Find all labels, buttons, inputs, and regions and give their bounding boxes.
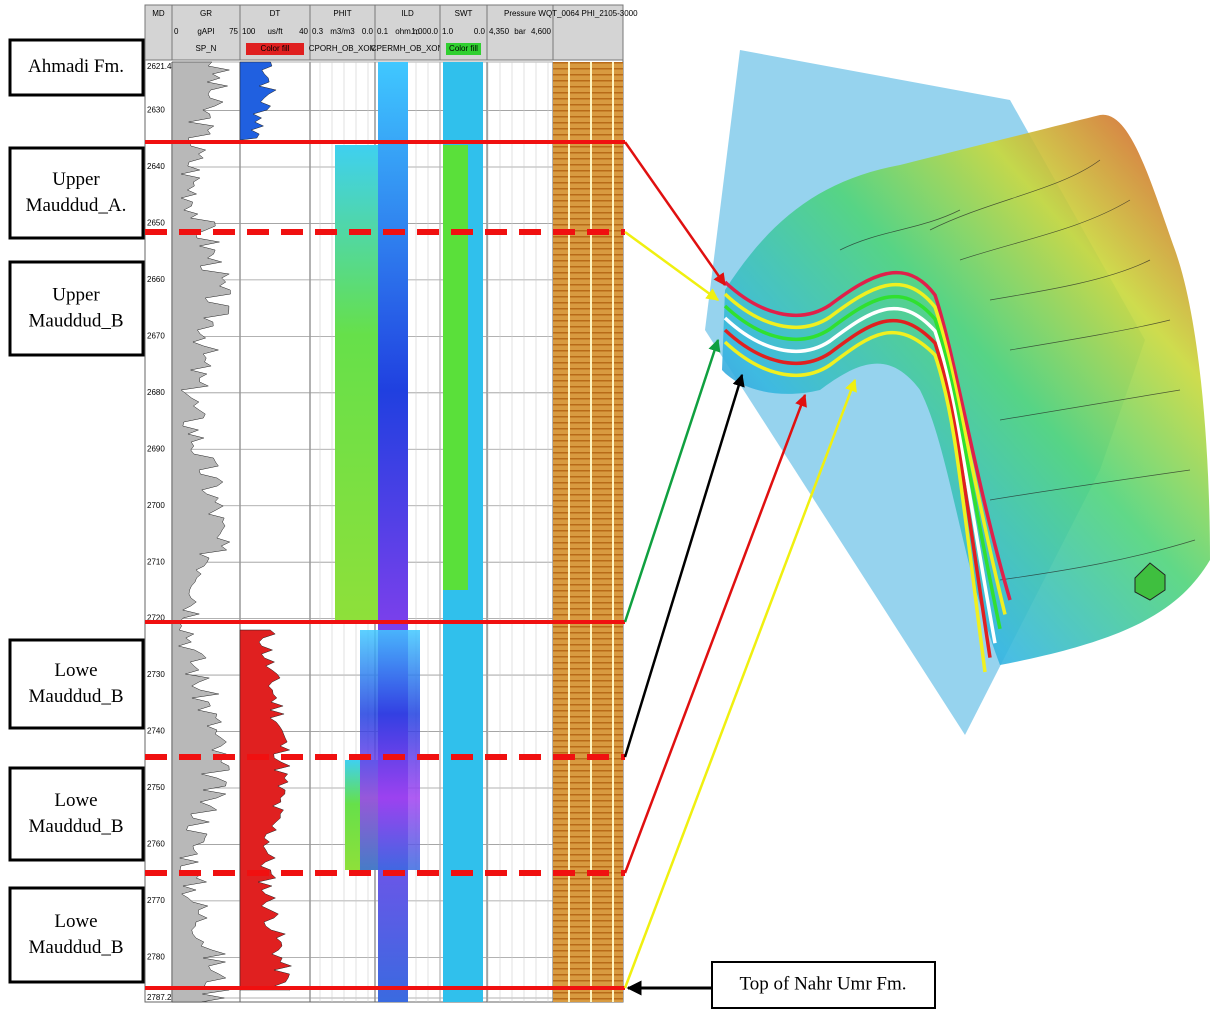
surface (722, 114, 1210, 666)
formation-label: Upper Mauddud_A. (26, 169, 127, 216)
callout-box (711, 961, 936, 1009)
curve-name: SP_N (196, 44, 217, 53)
labels: Ahmadi Fm. Upper Mauddud_A. Upper Mauddud_B L… (8, 38, 936, 1009)
formation-box (8, 260, 145, 357)
swt-green (443, 145, 468, 590)
track-scale: 1,000.0 (411, 27, 438, 36)
track-header (486, 4, 554, 61)
depth-label: 2730 (147, 670, 165, 679)
horizon-3d (723, 282, 1007, 615)
connector-arrow (623, 338, 721, 623)
depth-label: 2770 (147, 896, 165, 905)
log-fill (239, 61, 277, 141)
track-scale: m3/m3 (330, 27, 355, 36)
phit-fill (335, 145, 380, 620)
horizon-3d (723, 330, 987, 673)
log-fill (171, 61, 231, 1003)
depth-label: 2787.2 (147, 993, 172, 1002)
track-scale: 75 (229, 27, 238, 36)
depth-label: 2670 (147, 331, 165, 340)
horizons (723, 270, 1012, 673)
formation-box (8, 146, 145, 240)
depth-label: 2760 (147, 840, 165, 849)
track-scale: 40 (299, 27, 308, 36)
track-scale: 0.1 (377, 27, 389, 36)
surface-3d (705, 50, 1210, 735)
track-header (171, 4, 241, 61)
track-scale: 100 (242, 27, 256, 36)
formation-box (8, 38, 145, 97)
connector-arrow (623, 378, 857, 989)
track-scale: 4,600 (531, 27, 552, 36)
track-header (144, 4, 173, 61)
curve-name: Color fill (449, 44, 478, 53)
depth-label: 2630 (147, 106, 165, 115)
track-name: Pressure (504, 9, 537, 18)
track-scale: us/ft (267, 27, 283, 36)
fill-swatch (446, 43, 481, 55)
depth-label: 2740 (147, 727, 165, 736)
track-name: PHIT (333, 9, 351, 18)
formation-label: Lowe Mauddud_B (29, 911, 124, 958)
ild-fill (360, 630, 420, 870)
curve-name: Color fill (261, 44, 290, 53)
track-scale: ohm.m (395, 27, 420, 36)
curve-name: CPORH_OB_XOM (309, 44, 377, 53)
track-scale: gAPI (197, 27, 214, 36)
connectors (623, 141, 857, 996)
track-scale: 0.0 (474, 27, 486, 36)
well-log: MD GR 0 gAPI 75 SP_N DT 100 us/ft 40 Color fill PHI… (144, 4, 638, 1003)
connector-arrow (623, 373, 745, 758)
formation-label: Lowe Mauddud_B (29, 660, 124, 707)
formation-label: Ahmadi Fm. (28, 56, 124, 77)
track-name: SWT (455, 9, 473, 18)
horizon-3d (723, 270, 1012, 601)
fill-swatch (246, 43, 304, 55)
depth-label: 2710 (147, 557, 165, 566)
depth-label: 2650 (147, 219, 165, 228)
image-log (553, 62, 623, 1002)
track-header (309, 4, 376, 61)
track-name: GR (200, 9, 212, 18)
horizon-3d (723, 294, 1002, 630)
track-scale: 0 (174, 27, 179, 36)
track-scale: 1.0 (442, 27, 454, 36)
connector-arrow (623, 393, 807, 874)
connector-arrow (623, 141, 727, 287)
depth-label: 2750 (147, 783, 165, 792)
track-name: MD (152, 9, 165, 18)
callout-label: Top of Nahr Umr Fm. (739, 973, 906, 994)
depth-label: 2680 (147, 388, 165, 397)
track-header (374, 4, 441, 61)
contours (839, 159, 1196, 581)
formation-box (8, 886, 145, 984)
track-scale: 4,350 (489, 27, 510, 36)
formation-label: Lowe Mauddud_B (29, 790, 124, 837)
horizon-3d (723, 318, 992, 658)
formation-box (8, 638, 145, 730)
track-name: WQT_0064 PHI_2105-3000 (538, 9, 638, 18)
depth-label: 2780 (147, 952, 165, 961)
track-scale: 0.3 (312, 27, 324, 36)
track-scale: bar (514, 27, 526, 36)
depth-label: 2621.4 (147, 62, 172, 71)
connector-arrow (624, 230, 720, 302)
orientation-icon (1134, 562, 1166, 601)
track-header (552, 4, 624, 61)
horizon-3d (723, 306, 997, 644)
depth-label: 2700 (147, 501, 165, 510)
curve-name: CPERMH_OB_XOM (371, 44, 445, 53)
depth-label: 2720 (147, 614, 165, 623)
track-scale: 0.0 (362, 27, 374, 36)
track-name: ILD (401, 9, 414, 18)
depth-label: 2690 (147, 444, 165, 453)
formation-box (8, 766, 145, 862)
log-fill (239, 629, 293, 991)
depth-label: 2640 (147, 162, 165, 171)
formation-label: Upper Mauddud_B (29, 285, 124, 332)
track-name: DT (270, 9, 281, 18)
depth-label: 2660 (147, 275, 165, 284)
